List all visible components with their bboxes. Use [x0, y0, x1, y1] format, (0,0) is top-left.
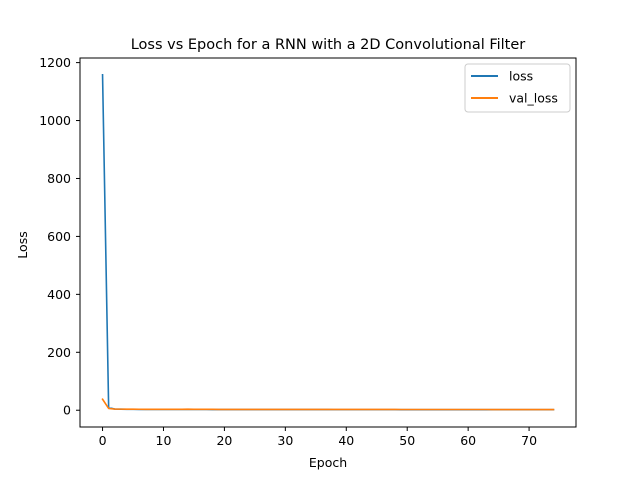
- x-tick-label: 30: [277, 433, 293, 448]
- y-tick-label: 400: [47, 287, 71, 302]
- x-axis-ticks: 0 10 20 30 40 50 60 70: [99, 427, 537, 448]
- series-line-val-loss: [101, 398, 555, 411]
- x-tick-label: 60: [460, 433, 476, 448]
- legend-label-loss: loss: [509, 69, 533, 84]
- plot-frame: [79, 57, 577, 428]
- legend-label-val-loss: val_loss: [509, 91, 558, 106]
- y-tick-label: 1200: [39, 55, 71, 70]
- legend: loss val_loss: [464, 63, 571, 113]
- x-axis-label: Epoch: [309, 455, 347, 470]
- y-axis-label: Loss: [15, 231, 30, 258]
- x-tick-label: 40: [338, 433, 354, 448]
- x-tick-label: 10: [156, 433, 172, 448]
- x-tick-label: 70: [521, 433, 537, 448]
- y-tick-label: 800: [47, 171, 71, 186]
- series-layer: [101, 73, 555, 411]
- chart-title: Loss vs Epoch for a RNN with a 2D Convol…: [131, 37, 526, 53]
- x-tick-label: 0: [99, 433, 107, 448]
- y-tick-label: 600: [47, 229, 71, 244]
- x-tick-label: 50: [399, 433, 415, 448]
- x-tick-label: 20: [216, 433, 232, 448]
- y-tick-label: 1000: [39, 113, 71, 128]
- y-tick-label: 200: [47, 345, 71, 360]
- y-axis-ticks: 0 200 400 600 800 1000 1200: [39, 55, 80, 418]
- y-tick-label: 0: [63, 403, 71, 418]
